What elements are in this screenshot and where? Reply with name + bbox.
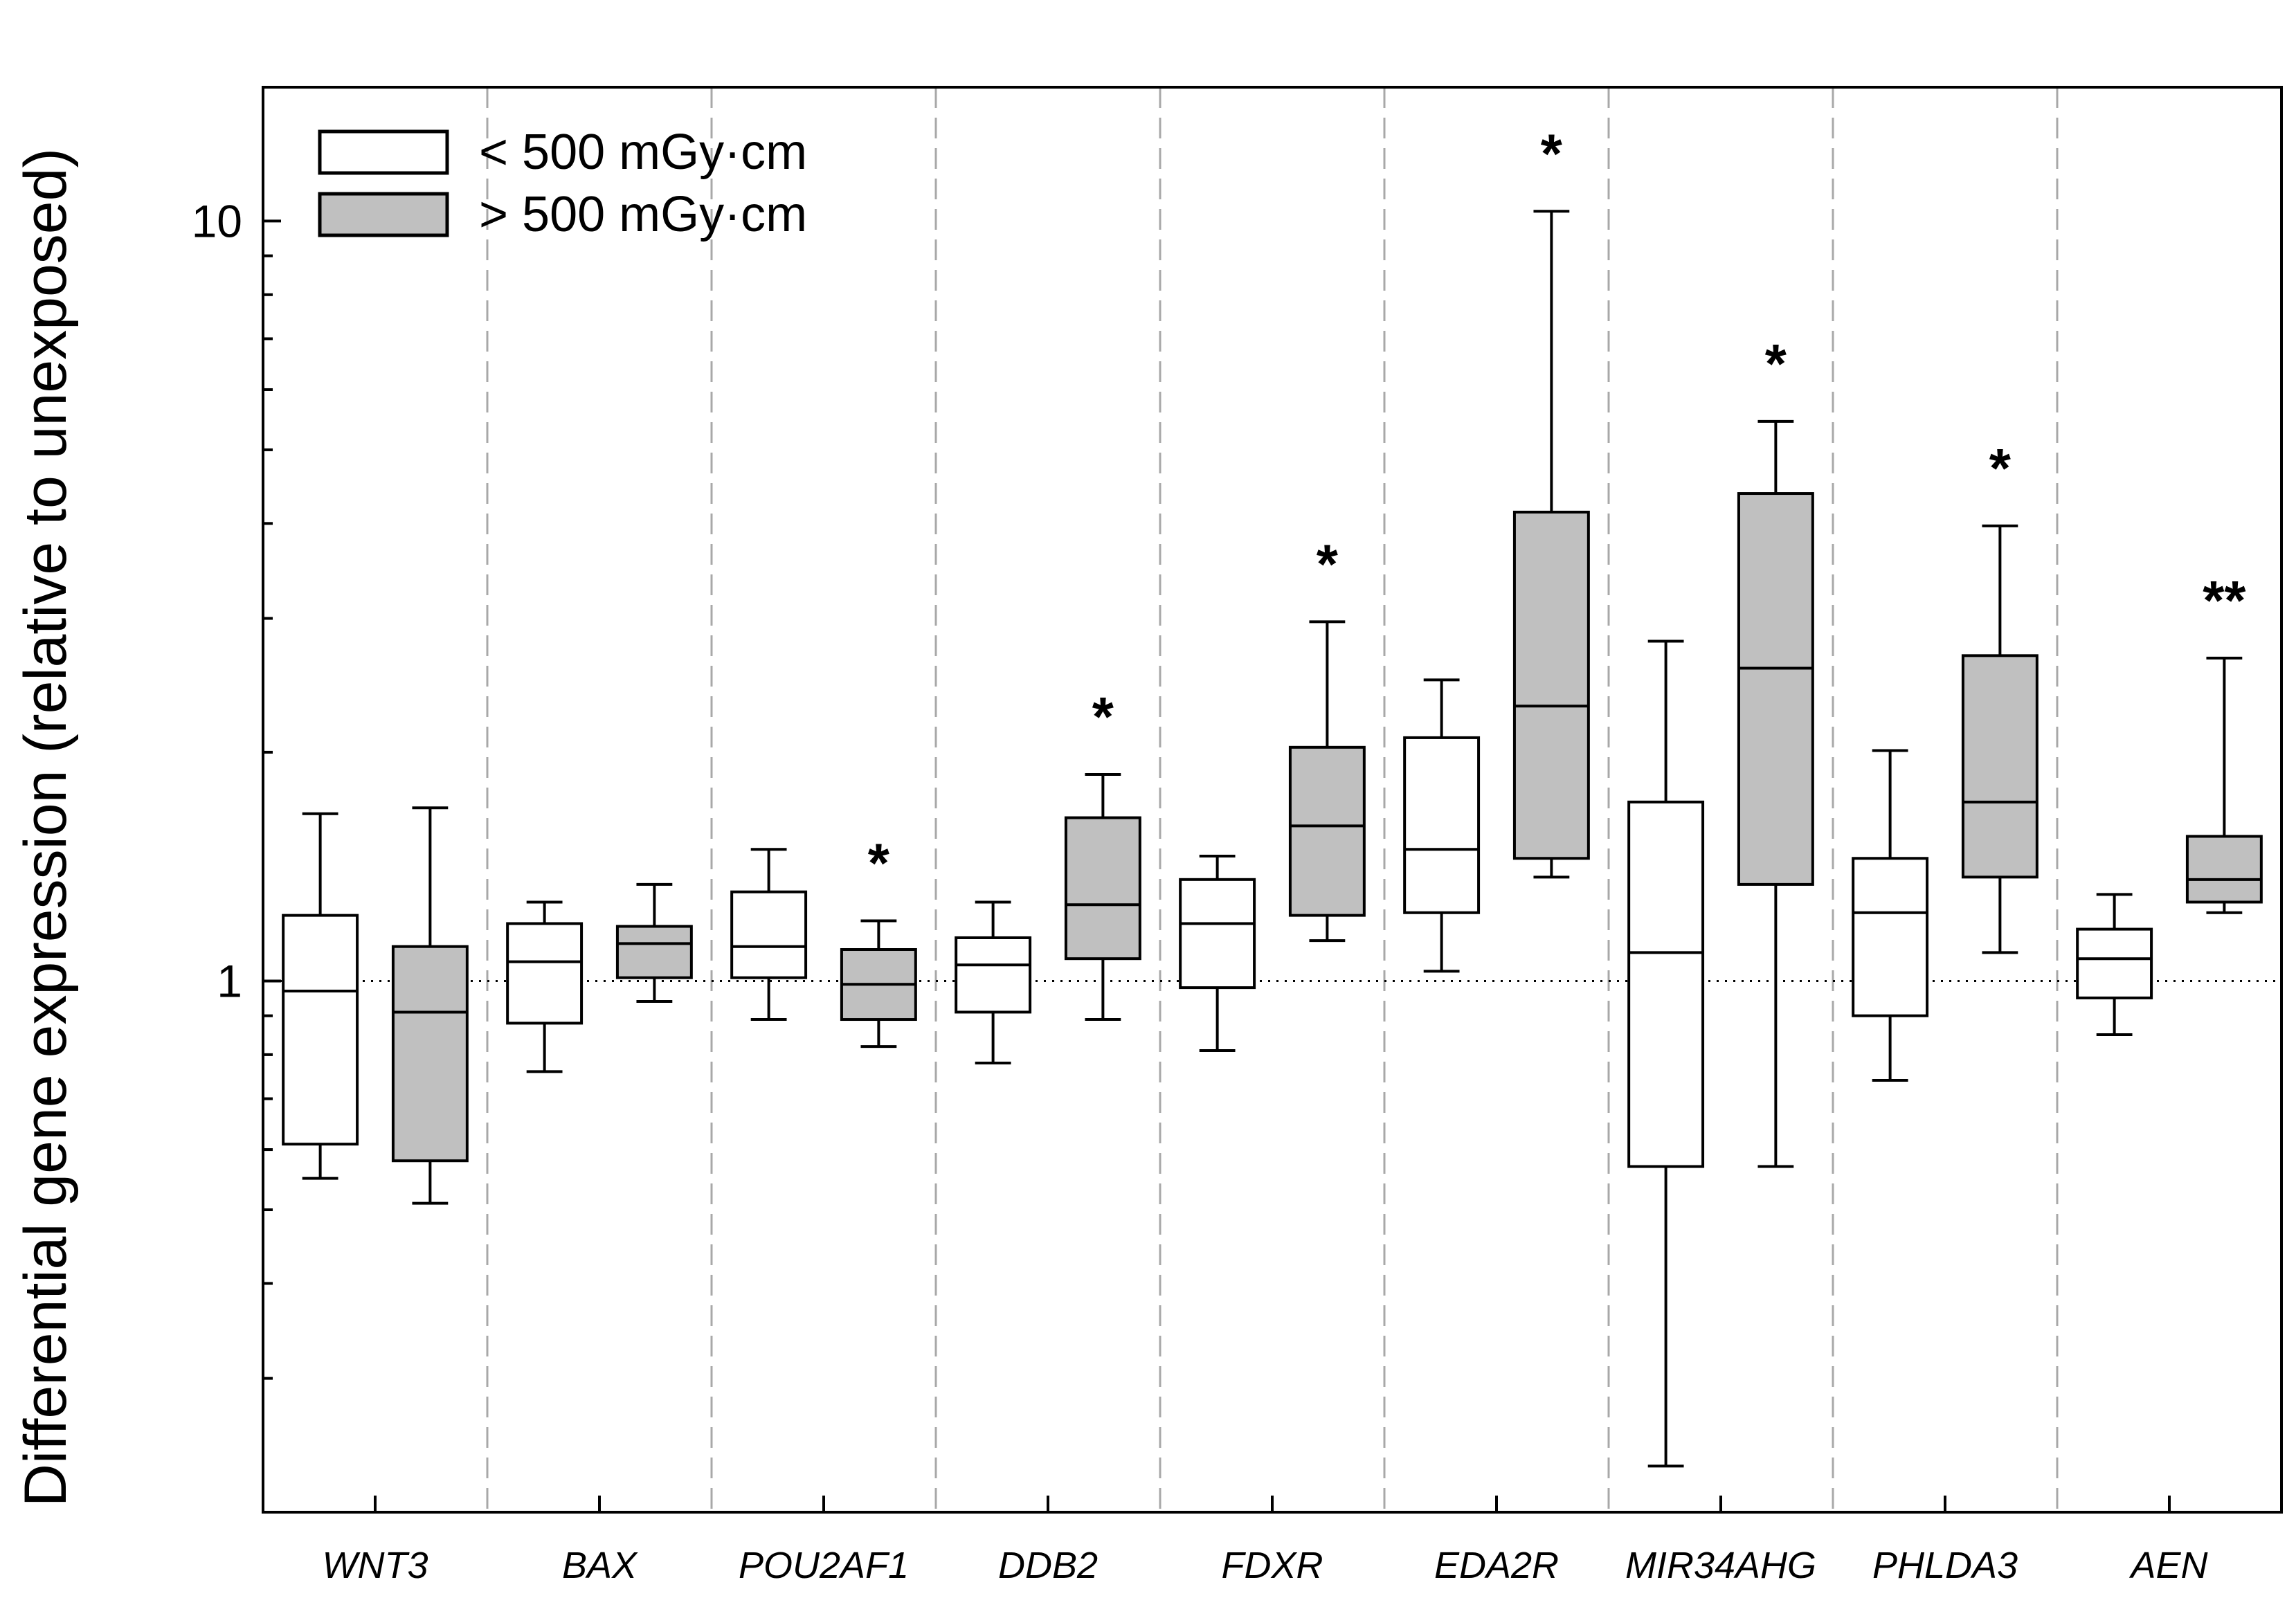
legend-label-under-500: < 500 mGy·cm <box>479 125 807 180</box>
box-plot-item <box>615 882 693 1003</box>
x-tick-label: BAX <box>562 1545 638 1586</box>
box-iqr <box>1288 745 1366 917</box>
box-plot-item <box>2076 893 2153 1036</box>
x-axis-ticks: WNT3 BAX POU2AF1 DDB2 FDXR EDA2R MIR34AHG PHLDA… <box>323 1496 2209 1586</box>
box-plot-item <box>1179 854 1256 1052</box>
box-plot-item <box>1288 620 1366 943</box>
y-tick-label: 1 <box>217 955 242 1006</box>
box-plot-item <box>1403 678 1481 973</box>
significance-marker: * <box>1317 533 1339 594</box>
box-plot-item <box>840 919 917 1048</box>
legend-swatch-under-500 <box>318 129 449 175</box>
box-iqr <box>1179 878 1256 990</box>
legend-label-over-500: > 500 mGy·cm <box>479 187 807 242</box>
box-plot-item <box>1064 772 1141 1022</box>
legend-swatch-over-500 <box>318 192 449 237</box>
significance-marker: * <box>1092 686 1114 747</box>
category-separators <box>486 87 2059 1512</box>
box-iqr <box>2076 927 2153 999</box>
box-plot-item <box>391 806 469 1205</box>
box-plot-item <box>282 812 359 1180</box>
box-plot-item <box>730 848 808 1022</box>
x-tick-label: AEN <box>2128 1545 2208 1586</box>
box-iqr <box>282 914 359 1146</box>
box-iqr <box>955 936 1032 1014</box>
box-iqr <box>2185 835 2263 904</box>
significance-marker: * <box>1989 437 2012 499</box>
significance-markers: ******** <box>868 122 2247 893</box>
box-iqr <box>1852 857 1929 1017</box>
box-iqr <box>1512 510 1590 860</box>
box-iqr <box>1627 800 1705 1168</box>
y-tick-label: 10 <box>192 195 242 246</box>
box-iqr <box>1961 654 2039 879</box>
x-tick-label: POU2AF1 <box>739 1545 909 1586</box>
box-iqr <box>1737 492 1814 886</box>
box-plot-item <box>1627 639 1705 1468</box>
box-plot-item <box>1512 210 1590 879</box>
box-group <box>282 210 2263 1468</box>
y-axis-ticks: 1 10 <box>192 195 281 1380</box>
box-iqr <box>506 922 584 1025</box>
y-axis-label: Differential gene expression (relative t… <box>12 148 79 1507</box>
legend: < 500 mGy·cm > 500 mGy·cm <box>318 125 807 242</box>
box-plot-item <box>2185 656 2263 914</box>
x-tick-label: MIR34AHG <box>1625 1545 1816 1586</box>
box-plot-item <box>1737 419 1814 1168</box>
box-plot-item <box>955 900 1032 1064</box>
box-plot-item <box>506 900 584 1073</box>
significance-marker: * <box>1765 333 1787 394</box>
significance-marker: * <box>868 833 890 894</box>
box-iqr <box>1064 816 1141 961</box>
box-iqr <box>391 945 469 1163</box>
x-tick-label: EDA2R <box>1434 1545 1559 1586</box>
box-plot-item <box>1961 524 2039 954</box>
x-tick-label: WNT3 <box>323 1545 428 1586</box>
significance-marker: ** <box>2203 570 2246 631</box>
box-iqr <box>615 925 693 979</box>
box-iqr <box>1403 736 1481 914</box>
box-plot-item <box>1852 749 1929 1082</box>
box-iqr <box>730 890 808 979</box>
x-tick-label: DDB2 <box>998 1545 1098 1586</box>
x-tick-label: FDXR <box>1222 1545 1323 1586</box>
significance-marker: * <box>1541 122 1563 184</box>
x-tick-label: PHLDA3 <box>1872 1545 2018 1586</box>
